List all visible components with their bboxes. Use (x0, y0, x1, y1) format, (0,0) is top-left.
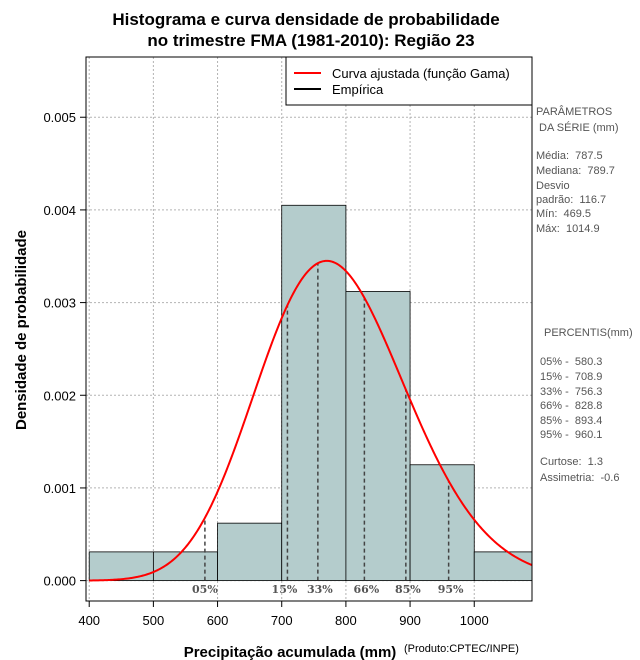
legend-label-curve: Curva ajustada (função Gama) (332, 66, 510, 81)
percentile-label-66%: 66% (353, 583, 379, 596)
percentil-15: 15% - 708.9 (540, 371, 602, 383)
histogram-bar-4 (345, 291, 411, 582)
axes: 400 500 600 700 800 900 1000 0.000 0.001 0.002 0.0… (43, 110, 488, 628)
percentile-label-95%: 95% (438, 583, 464, 596)
y-tick-label-1: 0.001 (43, 481, 76, 496)
histogram-bars (88, 204, 533, 582)
legend: Curva ajustada (função Gama) Empírica (285, 56, 533, 106)
y-axis-label: Densidade de probabilidade (13, 230, 30, 430)
stat-kurtosis: Curtose: 1.3 (540, 456, 603, 468)
param-sd-value: padrão: 116.7 (536, 194, 606, 206)
percentil-95: 95% - 960.1 (540, 429, 602, 441)
x-axis-label: Precipitação acumulada (mm) (184, 644, 397, 660)
param-mean: Média: 787.5 (536, 150, 603, 162)
x-tick-label-4: 800 (335, 613, 357, 628)
x-tick-label-3: 700 (271, 613, 293, 628)
percentile-label-15%: 15% (272, 583, 298, 596)
percentile-label-85%: 85% (395, 583, 421, 596)
percentil-33: 33% - 756.3 (540, 386, 602, 398)
param-min: Mín: 469.5 (536, 208, 591, 220)
gamma-curve (89, 259, 533, 582)
x-tick-label-6: 1000 (460, 613, 489, 628)
params-title-line-1: PARÂMETROS (536, 105, 612, 118)
legend-label-empirical: Empírica (332, 82, 384, 97)
x-tick-label-2: 600 (207, 613, 229, 628)
percentile-label-33%: 33% (307, 583, 333, 596)
param-median: Mediana: 789.7 (536, 165, 615, 177)
percentile-label-05%: 05% (192, 583, 218, 596)
histogram-bar-5 (409, 464, 475, 582)
percentil-66: 66% - 828.8 (540, 400, 602, 412)
y-tick-label-4: 0.004 (43, 203, 76, 218)
chart-title-line-1: Histograma e curva densidade de probabil… (112, 10, 499, 29)
x-tick-label-5: 900 (399, 613, 421, 628)
x-tick-label-1: 500 (143, 613, 165, 628)
product-credit: (Produto:CPTEC/INPE) (404, 643, 519, 655)
gamma-curve-line (89, 259, 533, 582)
x-tick-label-0: 400 (78, 613, 100, 628)
percentis-title: PERCENTIS(mm) (544, 327, 633, 339)
stat-skewness: Assimetria: -0.6 (540, 472, 619, 484)
percentil-05: 05% - 580.3 (540, 356, 602, 368)
y-tick-label-3: 0.003 (43, 296, 76, 311)
percentile-markers: 05% 15% 33% 66% 85% 95% (192, 263, 464, 596)
y-tick-label-5: 0.005 (43, 110, 76, 125)
legend-box (285, 56, 533, 106)
param-sd-label: Desvio (536, 180, 570, 192)
y-tick-label-0: 0.000 (43, 574, 76, 589)
histogram-bar-6 (473, 551, 533, 582)
chart-title: Histograma e curva densidade de probabil… (112, 10, 499, 50)
series-parameters-panel: PARÂMETROS DA SÉRIE (mm) Média: 787.5 Me… (536, 105, 633, 484)
histogram-bar-2 (217, 522, 283, 582)
params-title-line-2: DA SÉRIE (mm) (536, 121, 619, 134)
histogram-bar-3 (281, 204, 347, 582)
percentil-85: 85% - 893.4 (540, 415, 602, 427)
y-tick-label-2: 0.002 (43, 388, 76, 403)
param-max: Máx: 1014.9 (536, 223, 600, 235)
chart-title-line-2: no trimestre FMA (1981-2010): Região 23 (147, 31, 474, 50)
